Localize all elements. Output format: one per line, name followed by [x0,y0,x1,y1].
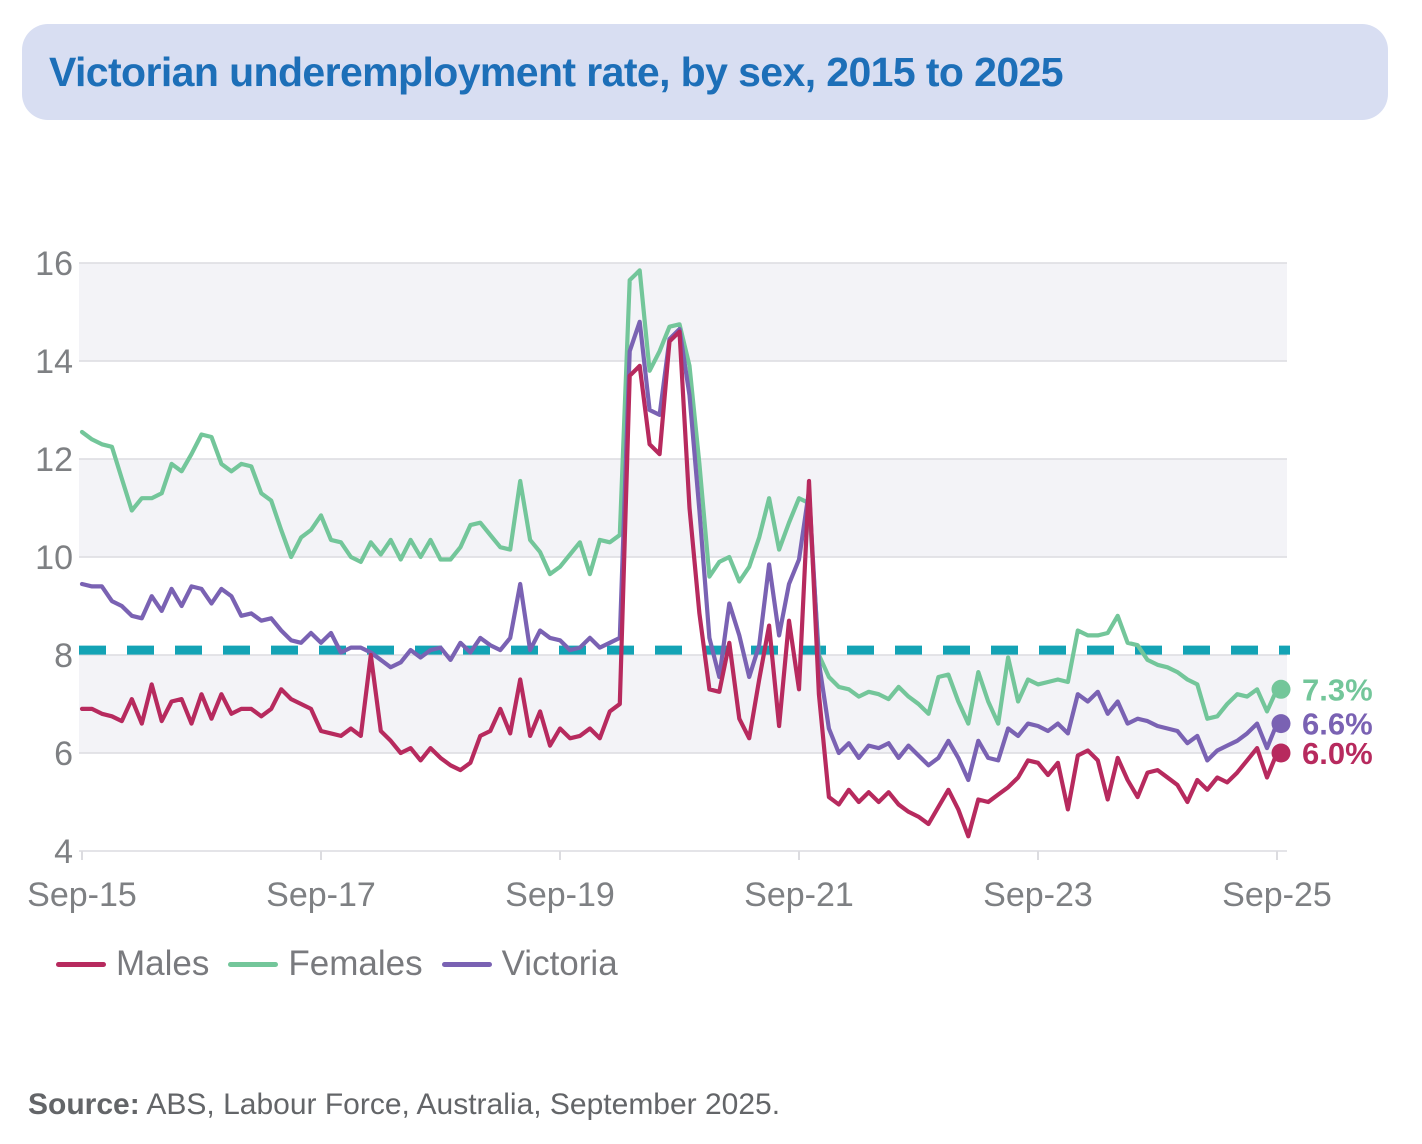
y-axis-label: 12 [35,441,73,479]
victoria-end-dot [1271,714,1291,734]
x-axis-label: Sep-21 [744,876,854,914]
y-axis-label: 16 [35,245,73,283]
plot-band [79,459,1287,557]
plot-band [79,655,1287,753]
y-axis-label: 10 [35,539,73,577]
males-end-dot [1271,743,1291,763]
x-axis-label: Sep-23 [983,876,1093,914]
females-end-dot [1271,679,1291,699]
x-axis-label: Sep-17 [266,876,376,914]
y-axis-label: 4 [54,833,73,871]
chart-legend: Males Females Victoria [56,944,637,984]
legend-item-males: Males [56,944,209,984]
page-title: Victorian underemployment rate, by sex, … [49,48,1064,95]
victoria-line [79,319,1280,783]
males-end-value-label: 6.0% [1302,736,1373,771]
females-line [79,268,1280,726]
legend-label-females: Females [288,944,423,983]
males-line-swatch [56,961,106,967]
y-axis-label: 8 [54,637,73,675]
y-axis-label: 6 [54,735,73,773]
victoria-end-value-label: 6.6% [1302,707,1373,742]
legend-label-males: Males [116,944,210,983]
legend-label-victoria: Victoria [501,944,618,983]
victoria-line-swatch [441,961,492,967]
legend-item-victoria: Victoria [441,944,618,984]
title-banner: Victorian underemployment rate, by sex, … [22,24,1388,120]
females-end-value-label: 7.3% [1302,672,1373,707]
x-axis-label: Sep-19 [505,876,615,914]
source-label: Source: [28,1088,140,1121]
y-axis-label: 14 [35,343,73,381]
source-note: Source: ABS, Labour Force, Australia, Se… [28,1088,780,1122]
legend-item-females: Females [228,944,423,984]
x-axis-label: Sep-25 [1222,876,1332,914]
males-line [79,329,1280,839]
females-line-swatch [228,961,279,967]
source-text: ABS, Labour Force, Australia, September … [139,1088,781,1121]
x-axis-label: Sep-15 [27,876,137,914]
